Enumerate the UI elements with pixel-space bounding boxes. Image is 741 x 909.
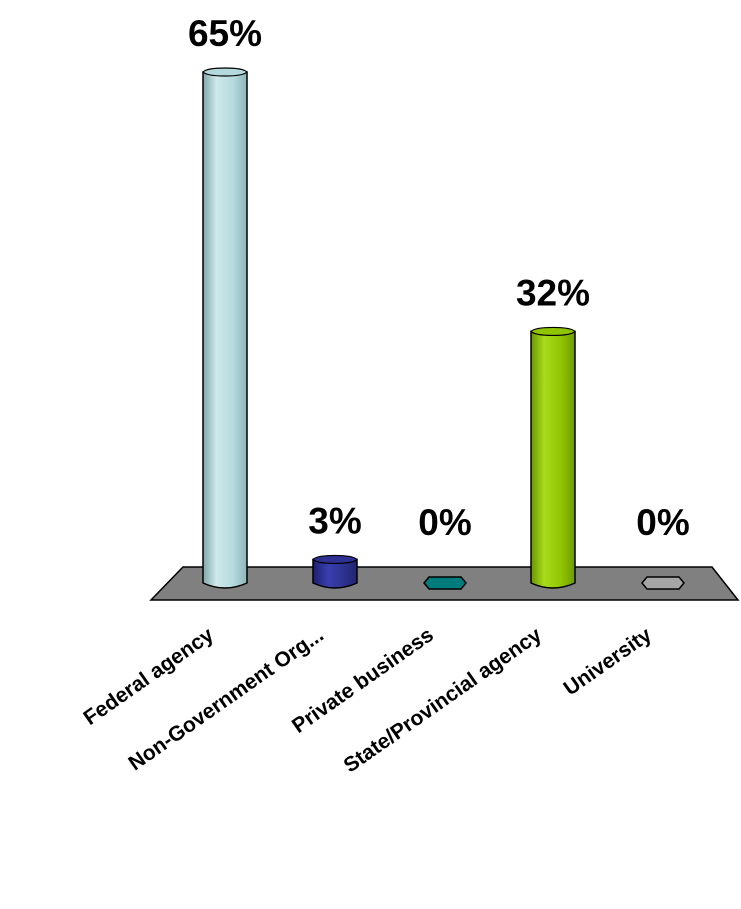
- data-label-private-business: 0%: [418, 502, 471, 543]
- tick-label-state-provincial-agency: State/Provincial agency: [340, 623, 547, 777]
- bar-private-business: [423, 576, 467, 590]
- tick-label-non-government-org: Non-Government Org...: [124, 623, 327, 775]
- bars-layer: [202, 67, 685, 590]
- data-label-federal-agency: 65%: [188, 13, 262, 54]
- tick-label-university: University: [559, 623, 656, 700]
- data-label-state-provincial-agency: 32%: [516, 272, 590, 313]
- bar-state-provincial-agency: [530, 330, 576, 589]
- bar-university: [641, 576, 685, 590]
- bar-cap-non-government-org: [312, 554, 358, 565]
- bar-cap-state-provincial-agency: [530, 326, 576, 337]
- data-labels-layer: 65% 3% 0% 32% 0%: [188, 13, 690, 543]
- data-label-non-government-org: 3%: [308, 500, 361, 541]
- bar-non-government-org: [312, 558, 358, 589]
- bar-cap-federal-agency: [202, 67, 248, 77]
- data-label-university: 0%: [636, 502, 689, 543]
- bar-federal-agency: [202, 71, 248, 589]
